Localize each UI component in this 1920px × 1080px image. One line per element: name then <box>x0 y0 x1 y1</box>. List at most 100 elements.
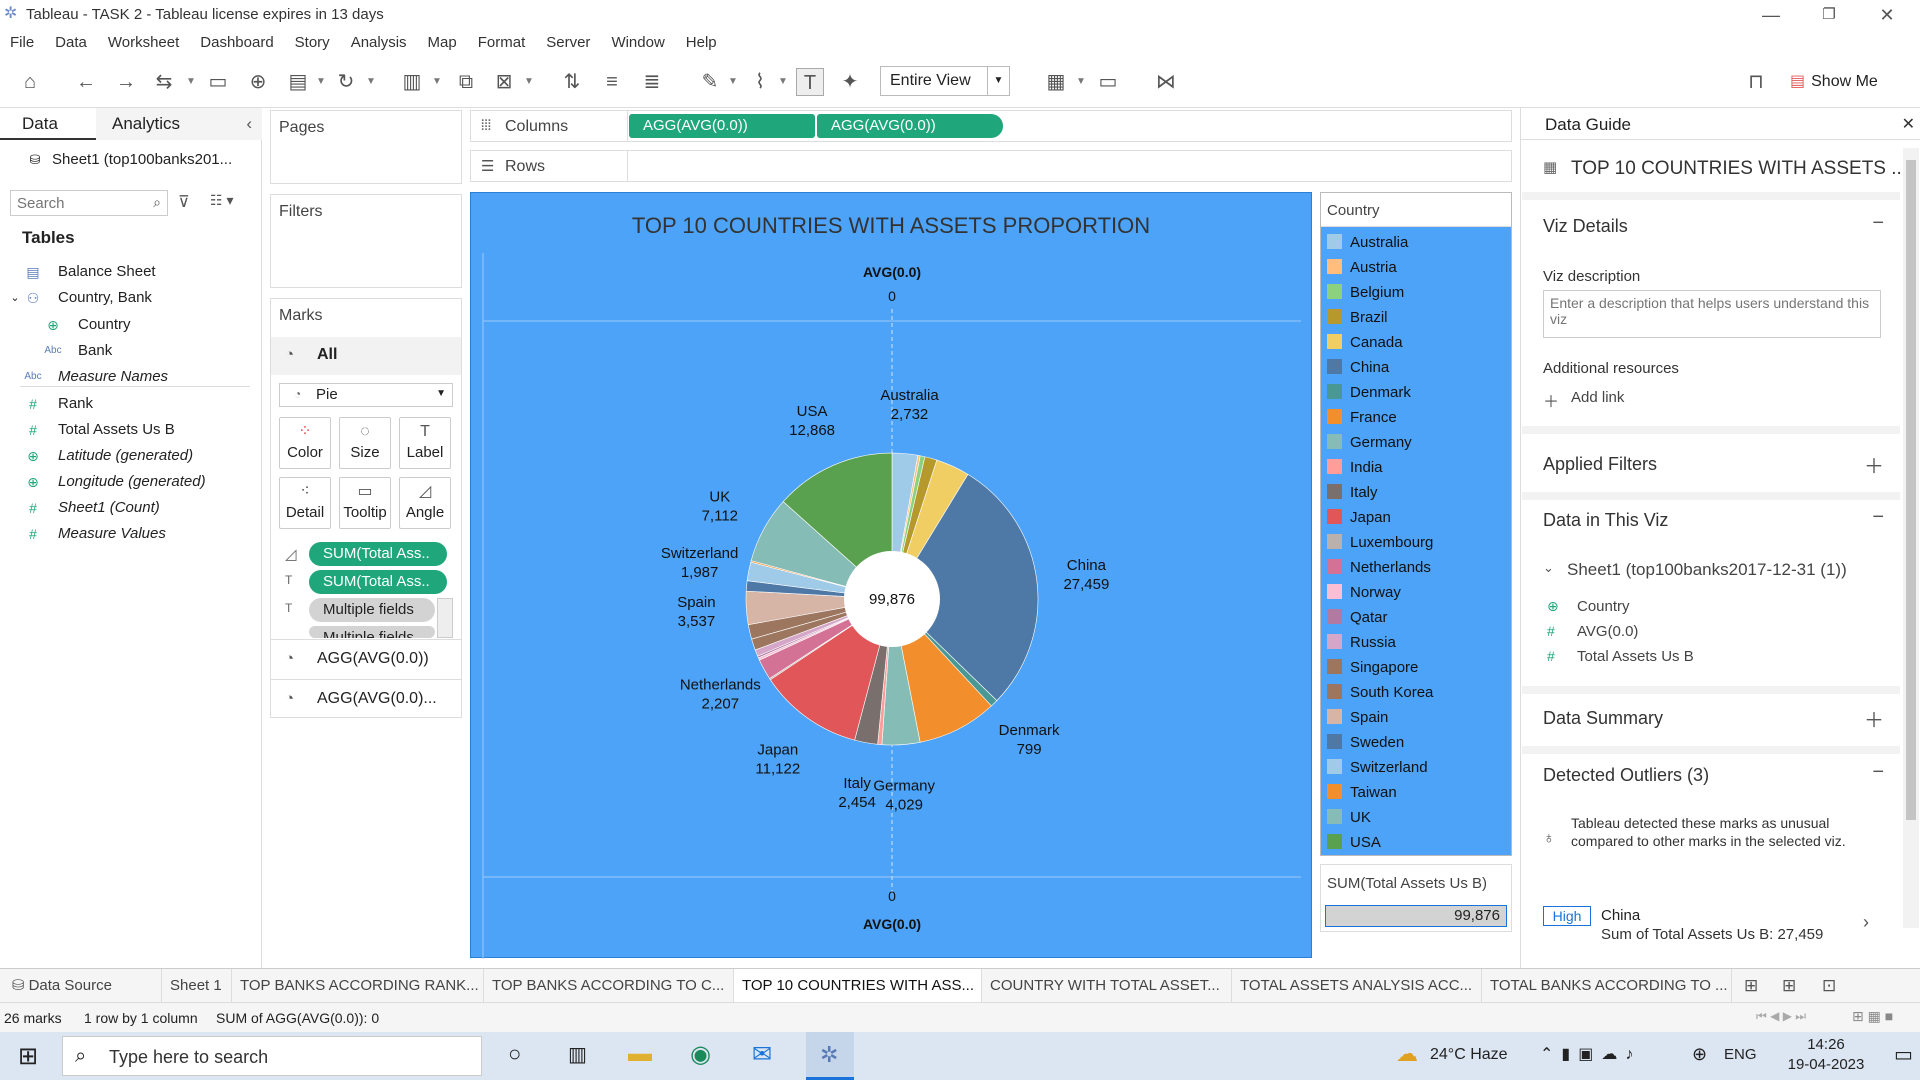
color-legend[interactable]: Country Australia Austria Belgium Brazil Can… <box>1320 192 1512 856</box>
menu-dashboard[interactable]: Dashboard <box>200 34 274 51</box>
legend-item[interactable]: Belgium <box>1327 281 1404 305</box>
applied-filters-heading[interactable]: Applied Filters <box>1543 454 1658 474</box>
new-dashboard-icon[interactable]: ⊞ <box>1782 976 1797 995</box>
rows-shelf[interactable]: ☰ Rows <box>470 150 1512 182</box>
legend-item[interactable]: Netherlands <box>1327 556 1431 580</box>
multiple-fields-pill-2[interactable]: Multiple fields <box>309 626 435 638</box>
minimize-icon[interactable]: — <box>1762 5 1780 25</box>
pause-dropdown-icon[interactable]: ▼ <box>316 76 326 87</box>
field-item[interactable]: ⊕ Country <box>0 313 262 337</box>
collapse-pane-icon[interactable]: ‹ <box>246 114 252 133</box>
tab-country-total-assets[interactable]: COUNTRY WITH TOTAL ASSET... <box>982 969 1232 1003</box>
highlight-icon[interactable]: ✎ <box>701 71 719 93</box>
label-pill[interactable]: SUM(Total Ass.. <box>309 570 447 594</box>
redo-icon[interactable]: → <box>116 71 136 93</box>
nav-first-icon[interactable]: ⏮ ◀ ▶ ⏭ <box>1756 1009 1807 1023</box>
legend-item[interactable]: France <box>1327 406 1397 430</box>
show-labels-icon[interactable]: T <box>796 68 824 96</box>
legend-item[interactable]: China <box>1327 356 1389 380</box>
column-pill-1[interactable]: AGG(AVG(0.0)) <box>629 114 815 138</box>
menu-analysis[interactable]: Analysis <box>350 34 407 51</box>
chevron-down-icon[interactable]: ▼ <box>987 67 1009 95</box>
legend-item[interactable]: Japan <box>1327 506 1391 530</box>
refresh-dropdown-icon[interactable]: ▼ <box>366 76 376 87</box>
menu-data[interactable]: Data <box>55 34 87 51</box>
tab-top-banks-rank[interactable]: TOP BANKS ACCORDING RANK... <box>232 969 484 1003</box>
weather-icon[interactable]: ☁ <box>1396 1041 1418 1066</box>
refresh-icon[interactable]: ↻ <box>337 71 355 93</box>
field-item[interactable]: ⌄ ⚇ Country, Bank <box>0 286 262 310</box>
sort-ascending-icon[interactable]: ≡ <box>606 71 618 93</box>
angle-pill[interactable]: SUM(Total Ass.. <box>309 542 447 566</box>
legend-item[interactable]: Brazil <box>1327 306 1388 330</box>
presentation-icon[interactable]: ▭ <box>1098 71 1118 93</box>
clock-date[interactable]: 19-04-2023 <box>1787 1056 1865 1073</box>
datasource-item[interactable]: ⛁ Sheet1 (top100banks201... <box>0 148 262 172</box>
viz-description-input[interactable] <box>1543 290 1881 338</box>
pie-chart[interactable]: TOP 10 COUNTRIES WITH ASSETS PROPORTION … <box>471 193 1313 959</box>
marks-scrollbar[interactable] <box>437 598 453 638</box>
clear-sheet-icon[interactable]: ⊠ <box>495 71 513 93</box>
show-cards-icon[interactable]: ▦ <box>1046 71 1066 93</box>
fit-select[interactable]: Entire View ▼ <box>880 66 1010 96</box>
file-explorer-icon[interactable]: ▬ <box>628 1040 652 1067</box>
legend-item[interactable]: USA <box>1327 831 1381 855</box>
outliers-heading[interactable]: Detected Outliers (3) <box>1543 765 1710 785</box>
save-icon[interactable]: ▭ <box>208 71 228 93</box>
restore-icon[interactable]: ❐ <box>1822 6 1836 23</box>
tab-data-source[interactable]: ⛁ Data Source <box>0 969 162 1003</box>
legend-item[interactable]: Sweden <box>1327 731 1404 755</box>
expand-hierarchy-icon[interactable]: ⌄ <box>10 292 20 304</box>
field-item[interactable]: Abc Bank <box>0 339 262 363</box>
field-item[interactable]: # Sheet1 (Count) <box>0 496 262 520</box>
field-item[interactable]: # Total Assets Us B <box>0 418 262 442</box>
pie-slice-china[interactable] <box>891 473 1039 702</box>
menu-help[interactable]: Help <box>685 34 717 51</box>
guide-scrollbar[interactable] <box>1903 148 1919 928</box>
filter-icon[interactable]: ⊽ <box>178 194 190 211</box>
tooltip-button[interactable]: ▭ Tooltip <box>339 477 391 529</box>
swap-icon[interactable]: ⇅ <box>563 71 581 93</box>
marks-all-row[interactable]: ◔ All <box>271 337 461 375</box>
legend-item[interactable]: Austria <box>1327 256 1397 280</box>
filters-shelf[interactable]: Filters <box>270 194 462 288</box>
legend-item[interactable]: UK <box>1327 806 1371 830</box>
new-worksheet-icon[interactable]: ▥ <box>402 71 422 93</box>
sort-descending-icon[interactable]: ≣ <box>643 71 661 93</box>
data-summary-heading[interactable]: Data Summary <box>1543 708 1664 728</box>
search-box[interactable]: ⌕ <box>10 190 168 216</box>
notifications-icon[interactable]: ▭ <box>1894 1044 1913 1066</box>
tab-sheet-1[interactable]: Sheet 1 <box>162 969 232 1003</box>
chevron-right-icon[interactable]: › <box>1863 912 1869 932</box>
legend-item[interactable]: Qatar <box>1327 606 1388 630</box>
angle-button[interactable]: ◿ Angle <box>399 477 451 529</box>
label-button[interactable]: T Label <box>399 417 451 469</box>
mail-icon[interactable]: ✉ <box>752 1041 773 1068</box>
task-view-icon[interactable]: ▥ <box>568 1044 587 1066</box>
viz-details-heading[interactable]: Viz Details <box>1543 216 1628 236</box>
guide-scrollbar-thumb[interactable] <box>1906 160 1916 820</box>
mark-type-select[interactable]: ◔ Pie ▼ <box>279 383 453 407</box>
fix-axes-icon[interactable]: ✦ <box>841 71 859 93</box>
taskbar-search[interactable]: ⌕ Type here to search <box>62 1036 482 1076</box>
collapse-icon[interactable]: − <box>1872 761 1884 783</box>
windows-start-icon[interactable]: ⊞ <box>18 1043 39 1070</box>
collapse-icon[interactable]: − <box>1872 212 1884 234</box>
menu-window[interactable]: Window <box>611 34 665 51</box>
legend-item[interactable]: South Korea <box>1327 681 1433 705</box>
new-story-icon[interactable]: ⊡ <box>1822 976 1837 995</box>
undo-icon[interactable]: ← <box>76 71 96 93</box>
field-item[interactable]: ▤ Balance Sheet <box>0 260 262 284</box>
tab-top-10-countries[interactable]: TOP 10 COUNTRIES WITH ASS... <box>734 969 982 1003</box>
legend-item[interactable]: India <box>1327 456 1383 480</box>
format-painter-icon[interactable]: ⊓ <box>1748 71 1764 93</box>
cards-dropdown-icon[interactable]: ▼ <box>1076 76 1086 87</box>
highlight-dropdown-icon[interactable]: ▼ <box>728 76 738 87</box>
menu-file[interactable]: File <box>10 34 35 51</box>
collapse-icon[interactable]: − <box>1872 506 1884 528</box>
expand-icon[interactable]: ＋ <box>1864 710 1884 732</box>
field-item[interactable]: ⊕ Latitude (generated) <box>0 444 262 468</box>
field-item[interactable]: # Measure Values <box>0 522 262 546</box>
columns-shelf[interactable]: ⦙⦙⦙ Columns AGG(AVG(0.0)) AGG(AVG(0.0)) <box>470 110 1512 142</box>
tableau-taskbar-button[interactable]: ✲ <box>806 1032 854 1080</box>
